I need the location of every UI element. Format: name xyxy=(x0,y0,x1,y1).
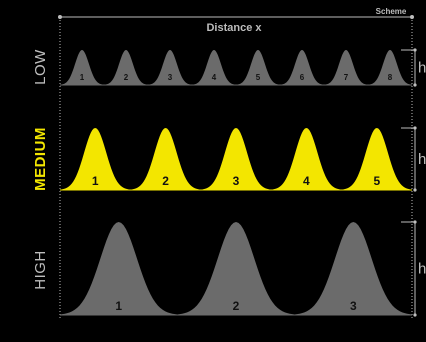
row-label: HIGH xyxy=(32,250,49,290)
row-label: LOW xyxy=(32,49,49,85)
scheme-label: Scheme xyxy=(376,7,407,16)
row-high: 1 2 3 HIGH h xyxy=(32,220,426,317)
bump-rows: 1 2 3 4 5 6 7 8 LOW h 1 2 3 4 5 MEDIUM h 1 2 3 HIGH h xyxy=(32,48,426,317)
bump-number: 2 xyxy=(233,299,240,313)
distance-label: Distance x xyxy=(206,22,262,34)
bump-number: 4 xyxy=(303,174,310,188)
bump-number: 1 xyxy=(115,299,122,313)
bump xyxy=(60,128,131,190)
bump-number: 3 xyxy=(350,299,357,313)
height-bracket-dot xyxy=(413,313,417,317)
bump xyxy=(271,128,342,190)
bump-number: 2 xyxy=(162,174,169,188)
height-label: h xyxy=(418,261,426,278)
height-label: h xyxy=(418,151,426,168)
height-label: h xyxy=(418,60,426,77)
row-low: 1 2 3 4 5 6 7 8 LOW h xyxy=(32,48,426,87)
bump xyxy=(200,128,272,190)
bump xyxy=(104,50,148,85)
bump xyxy=(236,50,280,85)
bump xyxy=(130,128,201,190)
bump xyxy=(280,50,324,85)
bump-number: 4 xyxy=(212,73,217,82)
bump xyxy=(192,50,236,85)
bump xyxy=(177,222,295,315)
bump xyxy=(324,50,368,85)
bump-number: 6 xyxy=(300,73,305,82)
height-bracket-dot xyxy=(413,220,417,224)
row-medium: 1 2 3 4 5 MEDIUM h xyxy=(32,126,426,192)
height-bracket-dot xyxy=(413,188,417,192)
bump-number: 2 xyxy=(124,73,129,82)
bump-number: 3 xyxy=(233,174,240,188)
bump-number: 7 xyxy=(344,73,349,82)
bump-number: 3 xyxy=(168,73,173,82)
bump-number: 5 xyxy=(256,73,261,82)
bump-number: 1 xyxy=(80,73,85,82)
height-bracket-dot xyxy=(413,126,417,130)
bump xyxy=(60,50,104,85)
row-label: MEDIUM xyxy=(32,127,49,191)
bump-number: 5 xyxy=(373,174,380,188)
height-bracket-dot xyxy=(413,83,417,87)
bump xyxy=(148,50,192,85)
height-bracket-dot xyxy=(413,48,417,52)
bump xyxy=(341,128,412,190)
bump-number: 1 xyxy=(92,174,99,188)
bump xyxy=(60,222,178,315)
bump xyxy=(294,222,412,315)
bump-number: 8 xyxy=(388,73,393,82)
bump xyxy=(368,50,412,85)
